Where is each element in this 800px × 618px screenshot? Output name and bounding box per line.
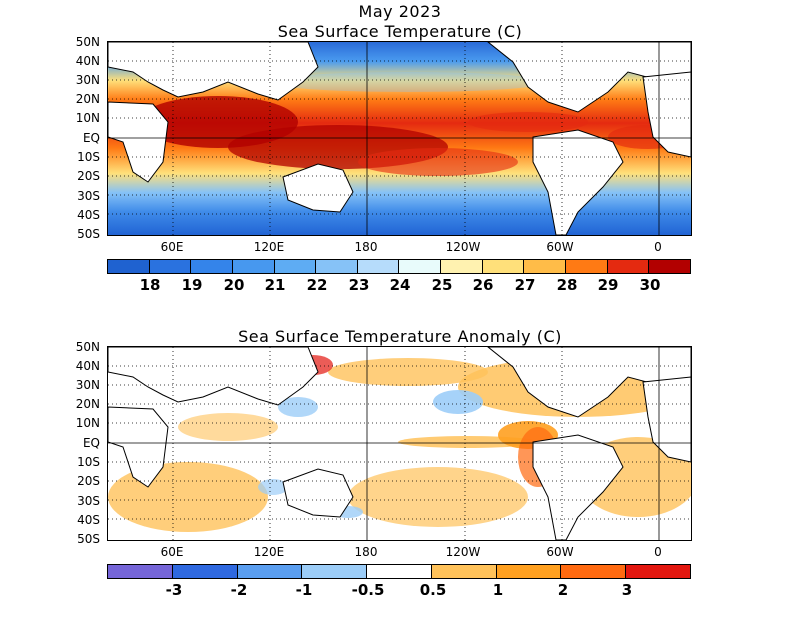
anomaly-colorbar-label: 1: [492, 581, 504, 599]
anomaly-lat-label: 30N: [75, 378, 100, 392]
anomaly-lat-label: 30S: [77, 494, 100, 508]
sst-colorbar-label: 25: [431, 276, 453, 294]
sst-colorbar-label: 19: [181, 276, 203, 294]
anomaly-colorbar-label: -0.5: [351, 581, 385, 599]
sst-lon-label: 60W: [546, 240, 574, 254]
anomaly-colorbar-label: -2: [230, 581, 248, 599]
colorbar-segment: [108, 260, 149, 273]
anomaly-colorbar-label: 3: [621, 581, 633, 599]
sst-lat-label: 20S: [77, 169, 100, 183]
colorbar-segment: [236, 565, 302, 578]
anomaly-lat-label: 40S: [77, 513, 100, 527]
colorbar-segment: [108, 565, 172, 578]
sst-lat-label: 50N: [75, 35, 100, 49]
anomaly-lon-label: 60W: [546, 545, 574, 559]
sst-colorbar-label: 30: [639, 276, 661, 294]
anomaly-land: [108, 347, 691, 540]
colorbar-segment: [315, 260, 357, 273]
sst-colorbar-label: 27: [514, 276, 536, 294]
colorbar-segment: [366, 565, 431, 578]
colorbar-segment: [231, 260, 274, 273]
sst-colorbar: [107, 259, 691, 274]
colorbar-segment: [560, 565, 626, 578]
title-date: May 2023: [358, 2, 442, 21]
sst-map: [107, 41, 692, 236]
sst-colorbar-label: 28: [556, 276, 578, 294]
anomaly-lon-label: 180: [354, 545, 378, 559]
sst-lat-label: 40N: [75, 54, 100, 68]
sst-map-graphic: [108, 42, 691, 235]
anomaly-lat-label: 10N: [75, 416, 100, 430]
sst-lat-label: 30N: [75, 73, 100, 87]
anomaly-colorbar-label: 2: [557, 581, 569, 599]
colorbar-segment: [273, 260, 316, 273]
colorbar-segment: [171, 565, 237, 578]
colorbar-segment: [523, 260, 566, 273]
title-sst: Sea Surface Temperature (C): [277, 22, 523, 41]
sst-lat-label: 10S: [77, 150, 100, 164]
anomaly-lon-label: 120W: [445, 545, 481, 559]
anomaly-lat-label: 50N: [75, 340, 100, 354]
anomaly-map: [107, 346, 692, 541]
anomaly-lat-label: 50S: [77, 532, 100, 546]
anomaly-colorbar-label: -3: [165, 581, 183, 599]
sst-colorbar-label: 18: [139, 276, 161, 294]
colorbar-segment: [301, 565, 367, 578]
colorbar-segment: [440, 260, 482, 273]
colorbar-segment: [190, 260, 232, 273]
colorbar-segment: [481, 260, 524, 273]
sst-lat-label: 30S: [77, 189, 100, 203]
sst-colorbar-label: 20: [223, 276, 245, 294]
colorbar-segment: [398, 260, 441, 273]
colorbar-segment: [430, 565, 496, 578]
anomaly-colorbar-label: 0.5: [419, 581, 447, 599]
sst-lat-label: 50S: [77, 227, 100, 241]
sst-lat-label: 20N: [75, 92, 100, 106]
sst-lat-label: EQ: [82, 131, 100, 145]
anomaly-gridlines: [108, 347, 691, 540]
title-anomaly: Sea Surface Temperature Anomaly (C): [238, 327, 562, 346]
sst-lon-label: 0: [654, 240, 662, 254]
sst-gridlines: [108, 42, 691, 235]
sst-lon-label: 180: [354, 240, 378, 254]
colorbar-segment: [606, 260, 649, 273]
sst-lat-label: 10N: [75, 111, 100, 125]
sst-colorbar-label: 26: [472, 276, 494, 294]
sst-colorbar-label: 29: [597, 276, 619, 294]
anomaly-lat-label: EQ: [82, 436, 100, 450]
sst-lon-label: 60E: [160, 240, 184, 254]
colorbar-segment: [648, 260, 690, 273]
sst-colorbar-label: 24: [389, 276, 411, 294]
anomaly-map-graphic: [108, 347, 691, 540]
colorbar-segment: [495, 565, 561, 578]
sst-colorbar-label: 23: [348, 276, 370, 294]
sst-colorbar-label: 22: [306, 276, 328, 294]
anomaly-lon-label: 120E: [253, 545, 285, 559]
sst-lon-label: 120E: [253, 240, 285, 254]
sst-lat-label: 40S: [77, 208, 100, 222]
colorbar-segment: [356, 260, 399, 273]
sst-lon-label: 120W: [445, 240, 481, 254]
anomaly-lat-label: 20S: [77, 474, 100, 488]
anomaly-colorbar: [107, 564, 691, 579]
colorbar-segment: [625, 565, 691, 578]
anomaly-lat-label: 20N: [75, 397, 100, 411]
anomaly-lat-label: 40N: [75, 359, 100, 373]
anomaly-lon-label: 0: [654, 545, 662, 559]
anomaly-lat-label: 10S: [77, 455, 100, 469]
sst-land: [108, 42, 691, 235]
sst-colorbar-label: 21: [264, 276, 286, 294]
colorbar-segment: [148, 260, 191, 273]
anomaly-lon-label: 60E: [160, 545, 184, 559]
anomaly-colorbar-label: -1: [295, 581, 313, 599]
colorbar-segment: [565, 260, 607, 273]
